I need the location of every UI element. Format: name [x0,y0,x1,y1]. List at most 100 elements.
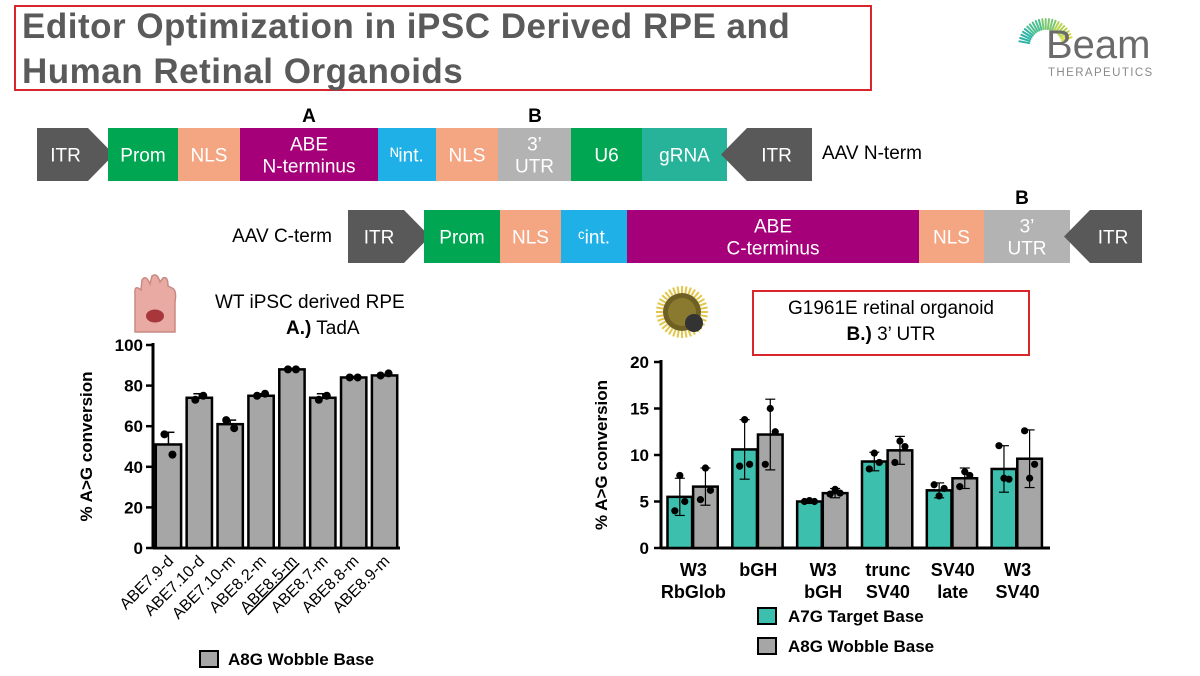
cterm-group-marker-b: B [1015,188,1029,209]
nterm-group-segment-itr-0: ITR [37,128,114,181]
bar-abe8-8-m [339,376,368,550]
data-point-abe8-2-m-0 [253,391,262,400]
nterm-group-segment-u6-7: U6 [571,128,642,181]
data-point-abe8-2-m-1 [261,389,270,398]
svg-text:ITR: ITR [364,228,395,249]
cterm-group-segment-nls-5: NLS [919,210,984,263]
data-point-trunc-sv40-a7g-target-base-1 [870,449,878,457]
data-point-w3-sv40-a7g-target-base-0 [995,442,1003,450]
panel-b-heading-frame [752,290,1030,356]
y-tick-label-20: 20 [124,498,143,517]
x-tick-label-w3-sv40-1: SV40 [996,582,1040,602]
panel-b-subtitle: 3’ UTR [871,324,936,345]
data-point-abe7-10-m-0 [222,416,231,425]
data-point-trunc-sv40-a8g-wobble-base-0 [891,458,899,467]
x-tick-label-trunc-sv40-0: trunc [865,560,910,580]
title-frame [14,5,872,91]
nterm-group-segment-nls-5: NLS [436,128,498,181]
data-point-bgh-a7g-target-base-1 [741,416,749,424]
svg-text:ᶜint.: ᶜint. [578,228,610,249]
cterm-group-segment-itr-7: ITR [1064,210,1142,263]
data-point-abe8-9-m-1 [384,369,393,378]
data-point-sv40-late-a8g-wobble-base-1 [961,468,969,476]
bar-sv40-late-a8g-wobble-base [951,477,979,550]
data-point-w3-rbglob-a7g-target-base-1 [676,471,684,480]
y-tick-label-100: 100 [115,336,143,355]
bar-abe7-9-d [154,443,183,550]
data-point-abe8-7-m-0 [314,395,323,404]
data-point-abe8-8-m-1 [353,373,362,382]
y-tick-label-20: 20 [630,353,649,372]
data-point-w3-sv40-a8g-wobble-base-0 [1021,427,1029,435]
bar-abe8-2-m [247,394,275,550]
data-point-w3-bgh-a7g-target-base-2 [810,497,819,506]
x-tick-label-bgh-0: bGH [739,560,777,580]
legend-label-a7g-target-base: A7G Target Base [788,607,924,626]
data-point-w3-rbglob-a8g-wobble-base-0 [696,496,705,504]
y-axis-label: % A>G conversion [592,380,611,530]
page-title-line-2: Human Retinal Organoids [22,52,464,91]
data-point-sv40-late-a8g-wobble-base-2 [966,471,974,480]
cterm-group-segment-nls-2: NLS [500,210,561,263]
rpe-cell-icon [134,274,177,333]
organoid-icon [656,286,708,338]
y-axis-label: % A>G conversion [77,371,96,521]
svg-text:N-terminus: N-terminus [263,157,356,178]
svg-text:ITR: ITR [1098,228,1129,249]
legend-label-a8g-wobble-base: A8G Wobble Base [228,650,374,669]
bar-abe7-10-d [185,396,214,550]
data-point-w3-rbglob-a8g-wobble-base-1 [701,464,710,472]
page-title-line-1: Editor Optimization in iPSC Derived RPE … [22,7,791,46]
bar-abe8-9-m [370,374,399,550]
x-tick-label-w3-bgh-1: bGH [804,582,842,602]
y-tick-label-15: 15 [630,400,649,419]
svg-text:gRNA: gRNA [659,146,710,167]
nterm-group-segment-3-utr-6: 3’UTR [498,128,571,181]
x-tick-label-w3-sv40-0: W3 [1004,560,1031,580]
data-point-abe8-5-m-1 [291,365,300,374]
bar-abe7-10-m [216,422,245,550]
legend-swatch-a7g-target-base [757,607,777,625]
data-point-abe7-10-d-0 [191,395,200,404]
svg-text:Prom: Prom [120,146,165,167]
nterm-group-segment-prom-1: Prom [108,128,178,181]
data-point-sv40-late-a7g-target-base-2 [940,484,948,493]
logo-brand: Beam [1046,23,1151,67]
data-point-w3-sv40-a8g-wobble-base-2 [1031,460,1039,468]
svg-text:NLS: NLS [933,228,970,249]
data-point-w3-rbglob-a8g-wobble-base-2 [706,486,715,494]
y-tick-label-0: 0 [640,539,649,558]
data-point-w3-sv40-a8g-wobble-base-1 [1026,474,1034,482]
y-tick-label-5: 5 [640,493,649,512]
data-point-bgh-a7g-target-base-2 [746,460,754,468]
panel-b-subheading: B.) 3’ UTR [752,324,1030,346]
nterm-group-label: AAV N-term [822,143,922,164]
data-point-abe7-10-d-1 [199,391,208,400]
y-tick-label-10: 10 [630,446,649,465]
nterm-group-marker-b: B [528,106,542,127]
svg-text:UTR: UTR [515,157,554,178]
bar-abe8-7-m [308,396,337,550]
data-point-abe8-7-m-1 [322,391,331,400]
svg-text:ITR: ITR [50,146,81,167]
data-point-bgh-a8g-wobble-base-0 [761,460,769,468]
data-point-bgh-a8g-wobble-base-2 [771,428,779,436]
svg-text:NLS: NLS [191,146,228,167]
y-tick-label-0: 0 [134,539,143,558]
bar-abe8-5-m [278,368,306,550]
y-tick-label-80: 80 [124,377,143,396]
y-tick-label-40: 40 [124,458,143,477]
data-point-trunc-sv40-a7g-target-base-2 [875,458,883,467]
x-tick-label-sv40-late-1: late [937,582,968,602]
panel-a-heading: WT iPSC derived RPE [215,292,405,313]
svg-text:ABE: ABE [290,135,328,156]
nterm-group-segment-grna-8: gRNA [642,128,727,181]
data-point-w3-sv40-a7g-target-base-2 [1005,475,1013,483]
logo-subtitle: THERAPEUTICS [1048,67,1154,79]
nterm-group-marker-a: A [302,106,316,127]
